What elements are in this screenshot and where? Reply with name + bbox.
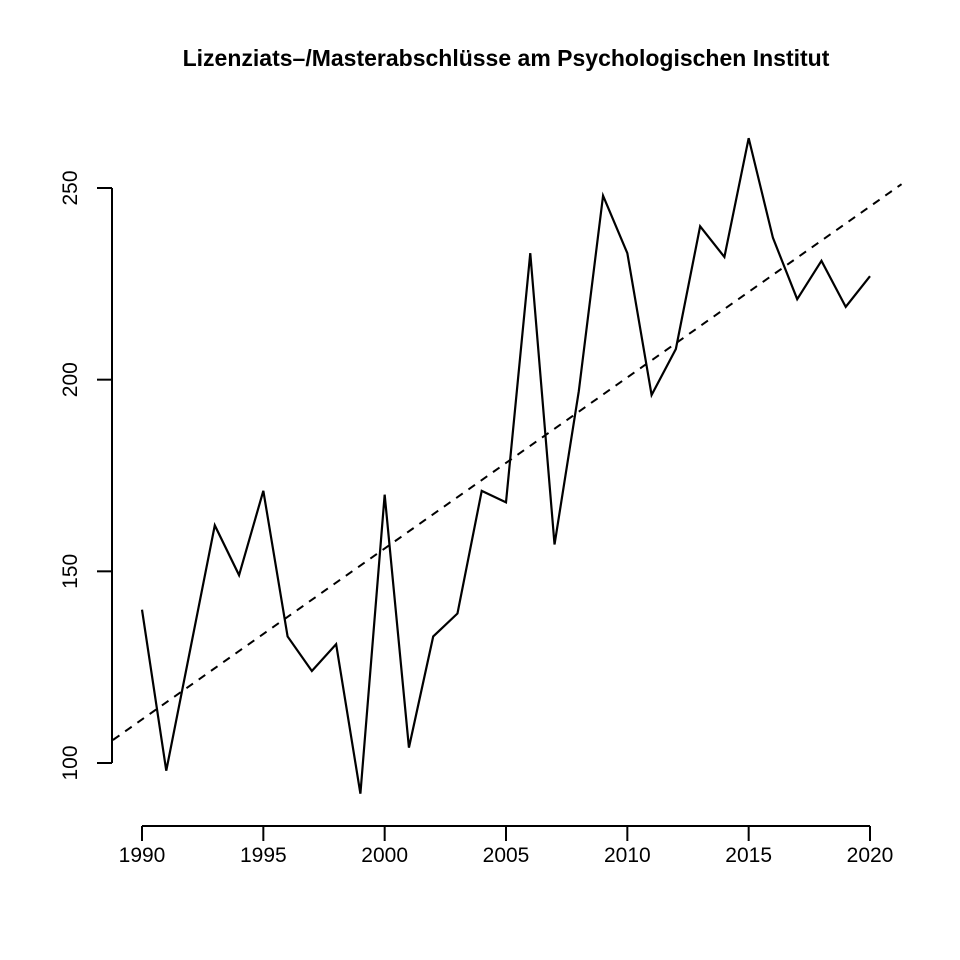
data-series [112, 137, 903, 794]
trend-line [112, 183, 903, 741]
y-tick-label: 100 [59, 745, 82, 780]
x-tick-label: 1990 [119, 844, 166, 867]
x-tick-label: 2010 [604, 844, 651, 867]
x-tick-label: 2005 [483, 844, 530, 867]
y-tick-label: 200 [59, 362, 82, 397]
data-line [140, 137, 871, 794]
axes: 100 150 200 250 1990 1995 2000 2005 2010 2015 2020 [59, 170, 893, 867]
y-tick-label: 150 [59, 554, 82, 589]
chart-title: Lizenziats–/Masterabschlüsse am Psycholo… [182, 45, 830, 71]
x-tick-label: 2015 [725, 844, 772, 867]
y-tick-label: 250 [59, 170, 82, 205]
x-tick-label: 2020 [847, 844, 894, 867]
x-tick-label: 1995 [240, 844, 287, 867]
x-tick-label: 2000 [361, 844, 408, 867]
